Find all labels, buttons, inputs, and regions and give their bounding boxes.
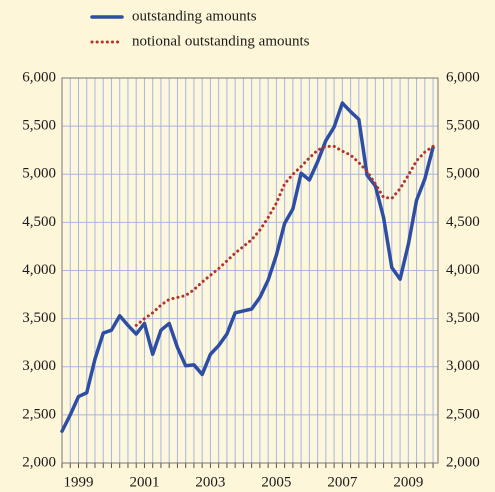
y2-tick-label: 6,000 [446, 69, 480, 85]
y-tick-label: 3,500 [22, 310, 56, 326]
y2-tick-label: 3,000 [446, 358, 480, 374]
y2-tick-label: 5,500 [446, 118, 480, 134]
x-tick-label: 1999 [63, 474, 93, 490]
y2-tick-label: 4,000 [446, 262, 480, 278]
x-tick-label: 2001 [129, 474, 159, 490]
y2-tick-label: 2,500 [446, 406, 480, 422]
y2-tick-label: 3,500 [446, 310, 480, 326]
y-tick-label: 5,000 [22, 166, 56, 182]
x-tick-label: 2007 [327, 474, 358, 490]
y-tick-label: 5,500 [22, 118, 56, 134]
y2-tick-label: 2,000 [446, 454, 480, 470]
y-tick-label: 4,000 [22, 262, 56, 278]
y-tick-label: 2,500 [22, 406, 56, 422]
y2-tick-label: 4,500 [446, 214, 480, 230]
x-tick-label: 2003 [195, 474, 225, 490]
y2-tick-label: 5,000 [446, 166, 480, 182]
plot-border [61, 77, 439, 464]
x-tick-label: 2005 [261, 474, 291, 490]
legend-label: notional outstanding amounts [132, 33, 310, 49]
series-line [60, 101, 435, 433]
legend-label: outstanding amounts [132, 8, 257, 24]
y-tick-label: 3,000 [22, 358, 56, 374]
y-tick-label: 4,500 [22, 214, 56, 230]
x-tick-label: 2009 [393, 474, 423, 490]
y-tick-label: 2,000 [22, 454, 56, 470]
y-tick-label: 6,000 [22, 69, 56, 85]
series-line [134, 144, 435, 327]
